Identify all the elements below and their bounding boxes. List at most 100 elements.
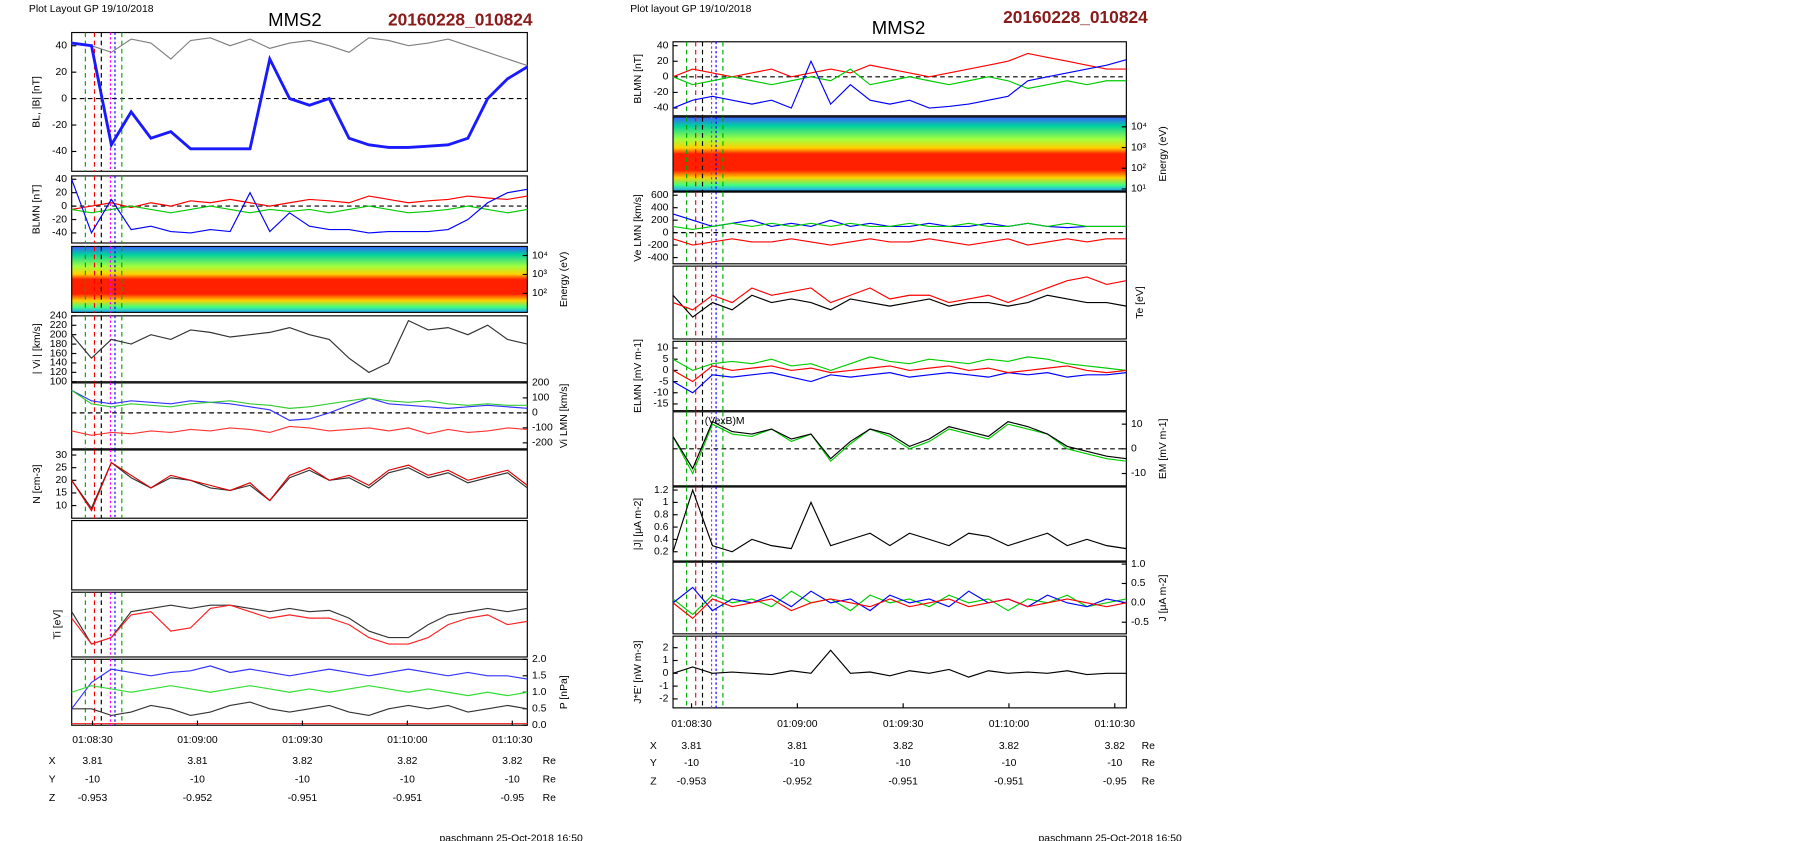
panel: Te [eV]	[672, 265, 1146, 340]
y-axis-label: N [cm-3]	[32, 464, 43, 503]
panel-frame	[71, 175, 528, 244]
series-line	[672, 649, 1127, 678]
y-tick-label: 25	[56, 462, 68, 473]
panel: -2 -1 0 1 2 J*E' [nW m-3]	[633, 635, 1127, 709]
y-tick-label: 10⁴	[532, 250, 548, 261]
y-tick-label: 0	[663, 72, 669, 83]
ephemeris-value: 3.81	[82, 756, 102, 767]
y-tick-label: 140	[50, 358, 68, 369]
y-axis-label: BL, |B| [nT]	[32, 76, 43, 128]
panel-frame	[71, 382, 528, 450]
y-tick-label: 30	[56, 450, 68, 461]
ephemeris-label: Y	[650, 758, 657, 769]
series-line	[672, 238, 1127, 246]
y-tick-label: -40	[52, 146, 67, 157]
ephemeris-value: -10	[190, 774, 205, 785]
series-line	[71, 179, 528, 235]
ephemeris-value: 3.81	[187, 756, 207, 767]
event-id: 20160228_010824	[388, 10, 533, 30]
y-tick-label: 2.0	[532, 654, 547, 665]
y-tick-label: -15	[653, 399, 668, 410]
y-tick-label: 10⁴	[1131, 122, 1147, 133]
y-tick-label: 10	[1131, 419, 1143, 430]
plot-title: MMS2	[268, 9, 321, 30]
panel: -200 -100 0 100 200 Vi LMN [km/s]	[71, 378, 570, 450]
series-line	[71, 41, 529, 151]
y-tick-label: 1	[663, 497, 669, 508]
ephemeris-value: -10	[896, 758, 911, 769]
series-line	[672, 488, 1127, 553]
series-line	[71, 665, 528, 710]
series-line	[71, 461, 528, 510]
y-tick-label: 0.0	[1131, 598, 1146, 609]
ephemeris-value: -10	[1107, 758, 1122, 769]
y-tick-label: 400	[651, 202, 669, 213]
y-axis-label: J [μA m-2]	[1158, 574, 1169, 621]
footer: paschmann 25-Oct-2018 16:50	[1039, 833, 1182, 841]
y-tick-label: 2	[663, 642, 669, 653]
series-line	[672, 294, 1127, 318]
panel: 10² 10³ 10⁴ Energy (eV)	[71, 245, 570, 313]
y-tick-label: 0.0	[532, 720, 547, 731]
series-line	[71, 425, 528, 436]
y-tick-label: 0.5	[1131, 578, 1146, 589]
y-tick-label: 240	[50, 311, 68, 322]
series-line	[71, 195, 528, 211]
ephemeris-unit: Re	[1142, 777, 1156, 788]
ephemeris-label: X	[49, 756, 56, 767]
y-tick-label: -100	[532, 423, 553, 434]
ephemeris-value: -0.952	[183, 793, 213, 804]
y-tick-label: 1.0	[532, 687, 547, 698]
series-line	[672, 213, 1127, 229]
ephemeris-value: 3.82	[397, 756, 417, 767]
y-axis-label: | Vi | [km/s]	[32, 323, 43, 374]
y-tick-label: 10	[56, 500, 68, 511]
y-axis-label: Energy (eV)	[1158, 126, 1169, 181]
series-line	[672, 365, 1127, 383]
panel-frame	[71, 449, 528, 519]
y-tick-label: -40	[653, 103, 668, 114]
y-tick-label: 20	[56, 67, 68, 78]
y-tick-label: 0.2	[654, 547, 669, 558]
series-line	[71, 604, 528, 645]
y-tick-label: 200	[50, 329, 68, 340]
y-tick-label: 10¹	[1131, 184, 1147, 195]
ephemeris-value: -10	[790, 758, 805, 769]
series-line	[672, 356, 1127, 372]
y-tick-label: -0.5	[1131, 617, 1149, 628]
y-axis-label: BLMN [nT]	[633, 54, 644, 104]
x-tick-label: 01:10:00	[387, 735, 428, 746]
panel: -40 -20 0 20 40 BLMN [nT]	[32, 174, 528, 244]
y-tick-label: 10²	[1131, 163, 1147, 174]
y-tick-label: 1.2	[654, 485, 669, 496]
ephemeris-value: -10	[505, 774, 520, 785]
y-tick-label: -10	[653, 388, 668, 399]
ephemeris-value: 3.82	[292, 756, 312, 767]
spectrogram	[71, 246, 528, 313]
series-line	[672, 276, 1127, 311]
series-line	[672, 68, 1127, 90]
y-tick-label: 220	[50, 320, 68, 331]
panel-frame	[672, 41, 1127, 117]
spectrogram	[673, 116, 1127, 191]
panel: -10 0 10 EM [mV m-1] (VexB)M	[672, 411, 1169, 487]
y-axis-label: Energy (eV)	[559, 252, 570, 307]
series-line	[71, 604, 528, 645]
series-line	[71, 389, 528, 409]
ephemeris-value: -0.951	[994, 777, 1024, 788]
ephemeris-value: 3.82	[893, 741, 913, 752]
y-tick-label: 10³	[1131, 142, 1147, 153]
ephemeris-value: -0.951	[888, 777, 918, 788]
ephemeris-unit: Re	[1142, 741, 1156, 752]
y-tick-label: 0.5	[532, 703, 547, 714]
ephemeris-unit: Re	[543, 756, 557, 767]
y-tick-label: 0	[61, 201, 67, 212]
y-tick-label: 0	[663, 227, 669, 238]
x-tick-label: 01:09:00	[177, 735, 218, 746]
ephemeris-label: Y	[49, 774, 56, 785]
panel-frame	[71, 591, 528, 658]
ephemeris-value: -10	[295, 774, 310, 785]
ephemeris-value: 3.81	[787, 741, 807, 752]
x-tick-label: 01:09:30	[883, 719, 924, 730]
event-id: 20160228_010824	[1003, 7, 1148, 27]
